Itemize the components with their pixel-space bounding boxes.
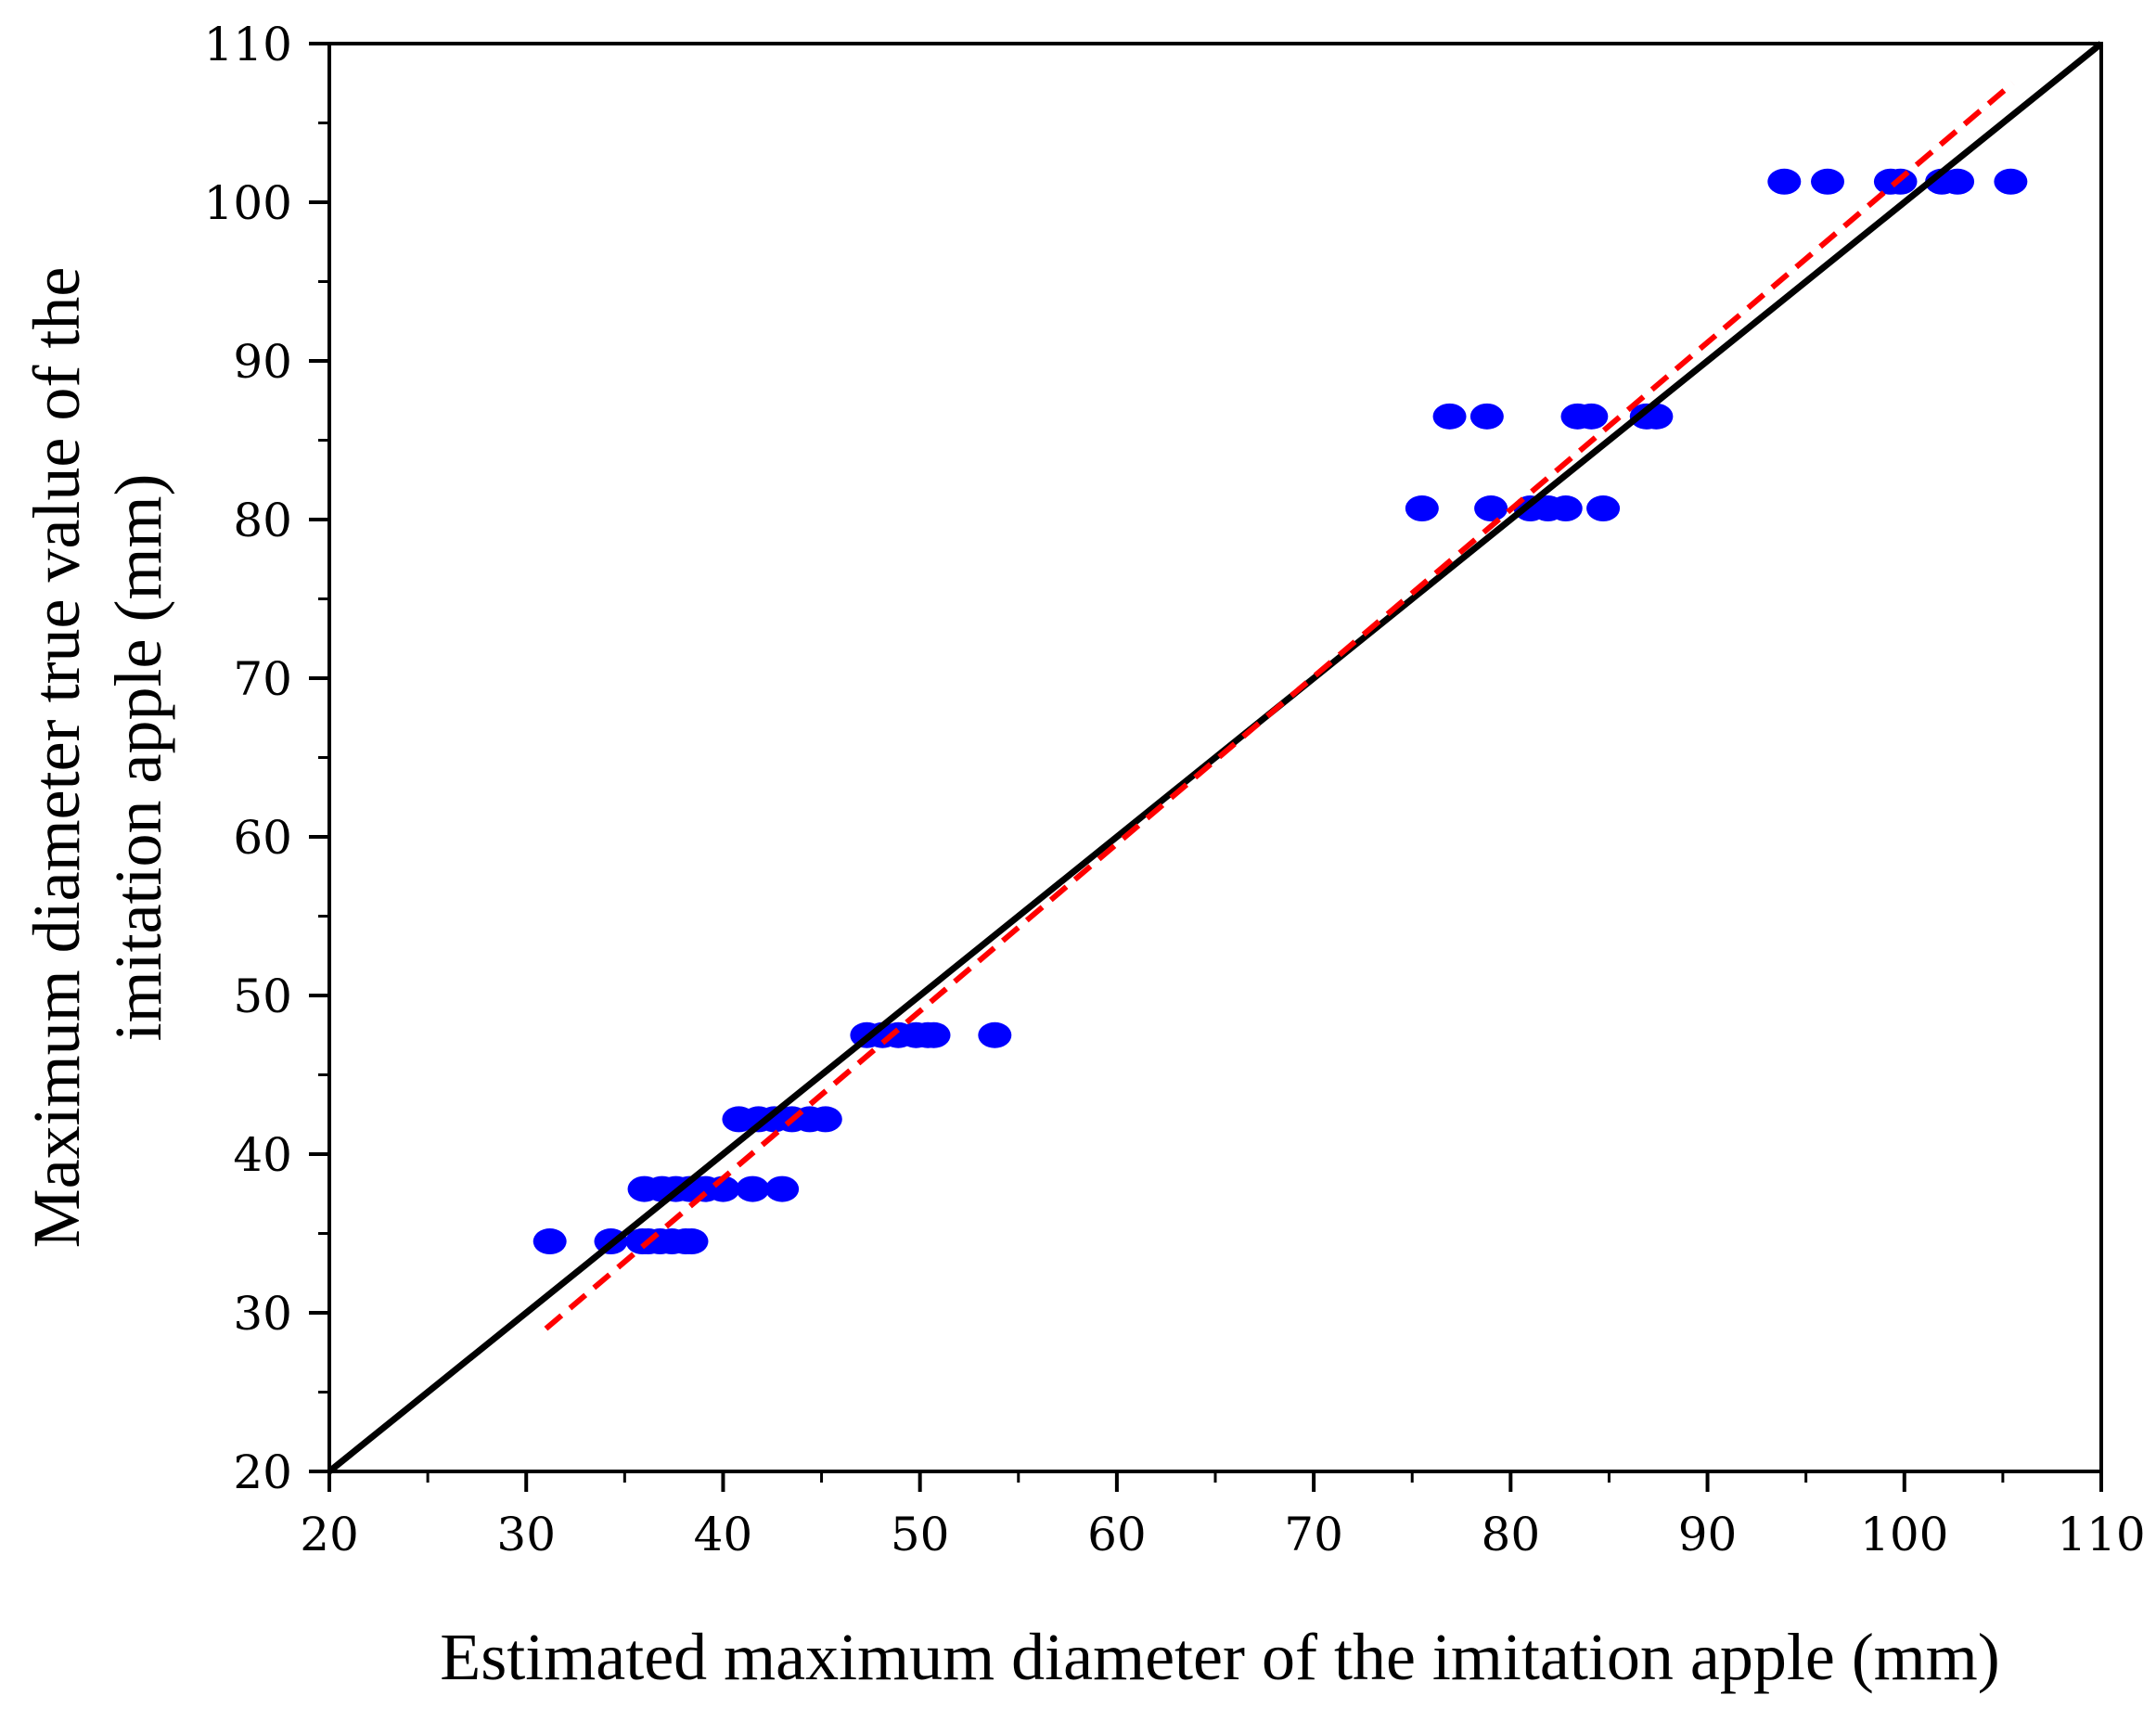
data-point: [736, 1175, 770, 1202]
x-tick-label: 70: [1284, 1508, 1343, 1561]
plot-frame: [327, 42, 2103, 1473]
x-tick-label: 50: [891, 1508, 950, 1561]
x-tick-label: 110: [2057, 1508, 2145, 1561]
data-point: [1811, 168, 1845, 195]
y-axis-title-line: imitation apple (mm): [101, 474, 175, 1042]
svg-text:Maximum diameter true value of: Maximum diameter true value of the imitat…: [19, 267, 175, 1249]
fitted-regression-line: [544, 81, 2015, 1331]
data-point: [1994, 168, 2028, 195]
data-point: [1639, 403, 1674, 430]
data-point: [1941, 168, 1975, 195]
x-tick-label: 80: [1482, 1508, 1541, 1561]
axis-ticks: 20 30 40 50 60 70 80 90 100 110 20 30 40 50 60 70 80 90 10…: [204, 18, 2146, 1561]
y-tick-label: 40: [233, 1128, 292, 1182]
data-point: [1474, 495, 1508, 522]
x-tick-label: 40: [694, 1508, 753, 1561]
data-point: [674, 1228, 709, 1255]
data-point: [765, 1175, 800, 1202]
y-tick-label: 70: [233, 652, 292, 706]
y-axis-title-line: Maximum diameter true value of the: [19, 267, 94, 1249]
data-point: [978, 1021, 1012, 1048]
data-point: [1586, 495, 1621, 522]
x-tick-label: 30: [496, 1508, 556, 1561]
x-axis-title: Estimated maximum diameter of the imitat…: [440, 1620, 2000, 1694]
y-tick-label: 90: [233, 335, 292, 389]
x-tick-label: 60: [1087, 1508, 1147, 1561]
identity-line: [327, 41, 2104, 1474]
x-tick-label: 100: [1860, 1508, 1948, 1561]
y-axis-title: Maximum diameter true value of the imitat…: [19, 267, 175, 1249]
data-point: [1548, 495, 1583, 522]
data-point: [1574, 403, 1609, 430]
y-tick-label: 100: [204, 176, 292, 230]
y-tick-label: 20: [233, 1445, 292, 1499]
data-point: [808, 1106, 842, 1133]
y-tick-label: 60: [233, 811, 292, 865]
data-point: [917, 1021, 951, 1048]
y-tick-label: 80: [233, 494, 292, 547]
data-point: [1432, 403, 1467, 430]
y-tick-label: 50: [233, 970, 292, 1023]
data-points: [533, 168, 2028, 1255]
y-tick-label: 110: [204, 18, 292, 71]
data-point: [1405, 495, 1439, 522]
x-tick-label: 20: [300, 1508, 359, 1561]
data-point: [533, 1228, 567, 1255]
data-point: [1767, 168, 1802, 195]
data-point: [1469, 403, 1504, 430]
series-lines: [327, 41, 2104, 1474]
x-tick-label: 90: [1678, 1508, 1738, 1561]
y-tick-label: 30: [233, 1287, 292, 1341]
